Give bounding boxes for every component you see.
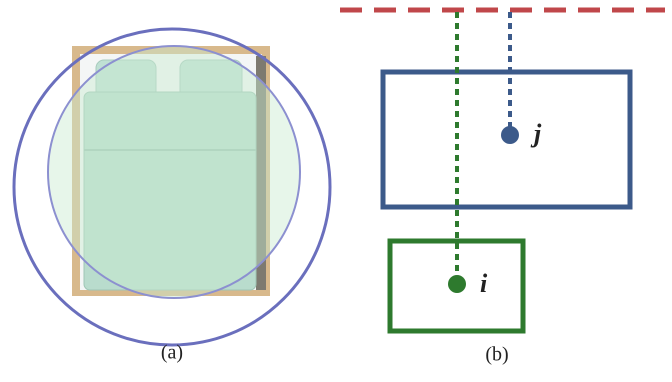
panel-label: (a) (161, 342, 183, 364)
node-label: j (530, 119, 542, 148)
center-i (448, 275, 466, 293)
figure: (a) j i (b) (0, 0, 672, 382)
center-j (501, 126, 519, 144)
node-label: i (480, 269, 488, 298)
inner-circle (48, 46, 300, 298)
panel-label: (b) (485, 344, 508, 366)
